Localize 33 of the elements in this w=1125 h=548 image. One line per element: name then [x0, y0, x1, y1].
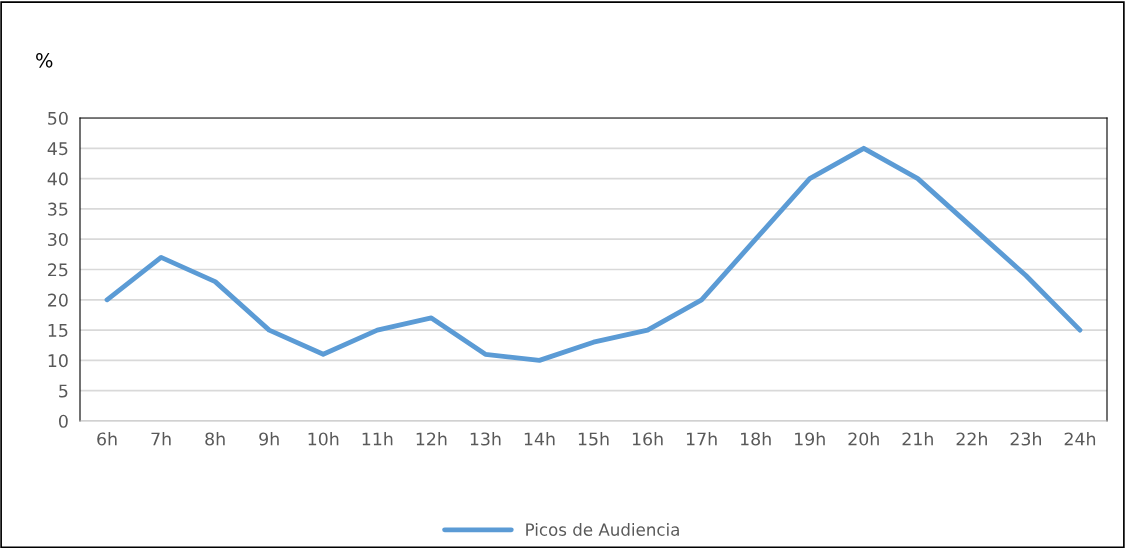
x-tick-label: 11h	[362, 432, 393, 446]
x-tick-label: 16h	[632, 432, 663, 446]
y-tick-label: 45	[47, 142, 68, 156]
x-tick-label: 12h	[416, 432, 447, 446]
x-tick-label: 17h	[686, 432, 717, 446]
y-tick-label: 15	[48, 324, 68, 337]
y-tick-label: 30	[48, 232, 68, 247]
x-tick-label: 10h	[308, 432, 339, 446]
legend-label: Picos de Audiencia	[526, 523, 679, 536]
line-series	[104, 145, 1083, 363]
x-tick-label: 8h	[205, 432, 225, 446]
x-tick-label: 18h	[741, 432, 771, 446]
x-tick-label: 13h	[470, 432, 501, 446]
x-tick-label: 7h	[151, 432, 171, 446]
x-tick-label: 6h	[97, 432, 117, 446]
x-tick-label: 21h	[902, 432, 933, 446]
x-tick-label: 23h	[1010, 432, 1041, 446]
y-tick-label: 20	[48, 293, 68, 307]
x-tick-label: 19h	[795, 432, 825, 446]
y-tick-label: 0	[58, 414, 68, 428]
x-tick-label: 22h	[956, 432, 987, 446]
y-tick-label: 5	[59, 384, 68, 398]
x-tick-label: 24h	[1064, 432, 1096, 446]
x-tick-label: 15h	[578, 432, 609, 446]
y-tick-label: 40	[47, 172, 68, 186]
x-tick-label: 14h	[524, 432, 555, 446]
x-tick-label: 20h	[848, 432, 879, 446]
y-tick-label: 35	[48, 202, 68, 216]
y-tick-label: 50	[48, 111, 68, 125]
x-tick-label: 9h	[259, 432, 279, 446]
y-tick-label: 25	[48, 263, 68, 277]
y-tick-label: 10	[48, 354, 68, 368]
y-axis-title: %	[36, 52, 53, 68]
